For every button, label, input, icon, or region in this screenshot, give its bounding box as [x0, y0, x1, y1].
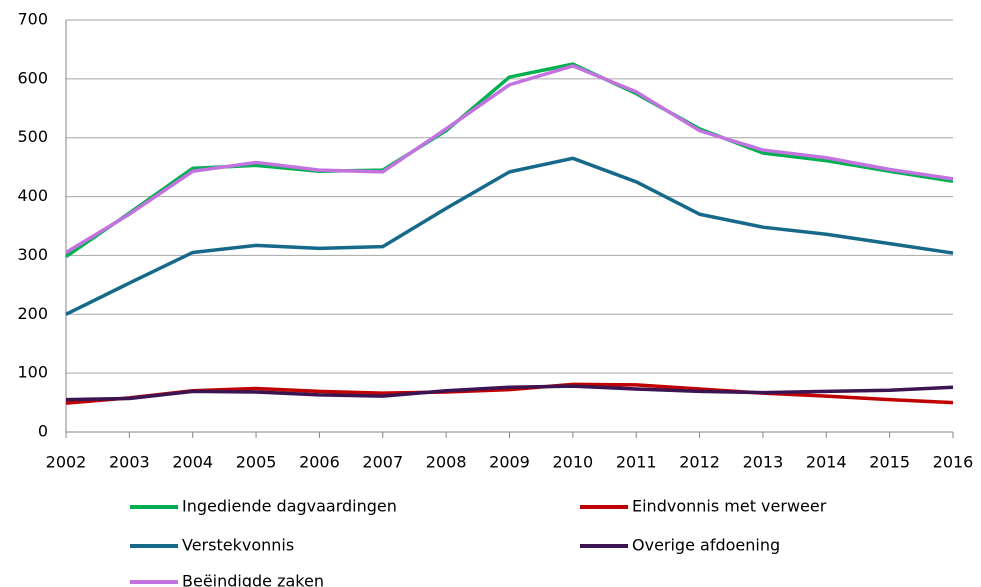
legend-label: Beëindigde zaken [182, 572, 324, 587]
x-tick-label: 2016 [933, 453, 974, 472]
x-tick-label: 2015 [869, 453, 910, 472]
y-tick-label: 0 [38, 422, 48, 441]
x-tick-label: 2004 [172, 453, 213, 472]
series-line [65, 384, 954, 402]
x-tick-label: 2002 [46, 453, 87, 472]
x-tick-label: 2005 [236, 453, 277, 472]
x-tick-label: 2009 [489, 453, 530, 472]
series-line [65, 62, 954, 259]
x-tick-label: 2014 [806, 453, 847, 472]
x-tick-label: 2006 [299, 453, 340, 472]
x-tick-label: 2013 [743, 453, 784, 472]
legend-label: Overige afdoening [632, 536, 780, 555]
legend-label: Verstekvonnis [182, 536, 294, 555]
y-tick-label: 300 [17, 245, 48, 264]
x-tick-label: 2011 [616, 453, 657, 472]
y-tick-label: 700 [17, 10, 48, 29]
x-tick-label: 2010 [552, 453, 593, 472]
legend-label: Ingediende dagvaardingen [182, 497, 397, 516]
y-tick-label: 100 [17, 363, 48, 382]
y-tick-label: 400 [17, 186, 48, 205]
y-tick-label: 500 [17, 127, 48, 146]
x-tick-label: 2012 [679, 453, 720, 472]
x-tick-label: 2008 [426, 453, 467, 472]
x-tick-label: 2003 [109, 453, 150, 472]
y-tick-label: 200 [17, 304, 48, 323]
legend-label: Eindvonnis met verweer [632, 497, 827, 516]
y-tick-label: 600 [17, 68, 48, 87]
series-line [65, 64, 954, 254]
x-tick-label: 2007 [362, 453, 403, 472]
series-line [65, 156, 954, 316]
